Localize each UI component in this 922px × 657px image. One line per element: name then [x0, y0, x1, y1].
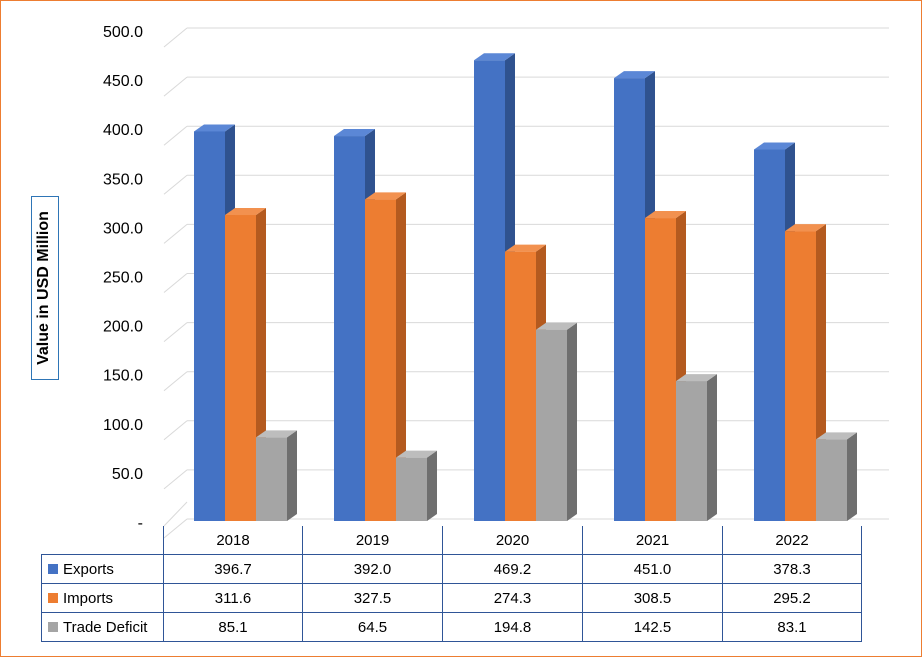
- data-label: 64.5: [302, 612, 443, 642]
- bar-top: [645, 211, 686, 219]
- bar-top: [194, 124, 235, 132]
- bar-top: [474, 53, 515, 61]
- bar-top: [676, 374, 717, 382]
- category-label: 2022: [722, 526, 862, 555]
- bar: [614, 78, 645, 522]
- category-label: 2020: [442, 526, 583, 555]
- data-label: 311.6: [163, 583, 303, 613]
- y-tick-label: 400.0: [103, 122, 143, 139]
- legend-swatch-imports: [48, 592, 58, 603]
- data-label: 451.0: [582, 554, 723, 584]
- legend-entry-imports: Imports: [41, 583, 164, 613]
- gridline-side: [163, 174, 188, 195]
- data-table-row-exports: Exports 396.7 392.0 469.2 451.0 378.3: [41, 554, 862, 584]
- category-label: 2019: [302, 526, 443, 555]
- gridline-side: [163, 273, 188, 293]
- y-tick-label: 350.0: [103, 171, 143, 188]
- bar: [396, 457, 427, 521]
- bar: [676, 381, 707, 521]
- gridline-side: [163, 371, 188, 392]
- data-table-row-trade-deficit: Trade Deficit 85.1 64.5 194.8 142.5 83.1: [41, 612, 862, 642]
- gridline-side: [163, 469, 188, 490]
- category-label: 2018: [163, 526, 303, 555]
- bar: [194, 131, 225, 521]
- data-label: 396.7: [163, 554, 303, 584]
- bar-top: [754, 142, 795, 150]
- bar-top: [614, 71, 655, 79]
- bar: [785, 231, 816, 522]
- bar-side: [567, 322, 577, 521]
- legend-entry-trade-deficit: Trade Deficit: [41, 612, 164, 642]
- y-tick-label: -: [138, 515, 143, 532]
- bar-top: [785, 224, 826, 232]
- y-axis-title: Value in USD Million: [35, 211, 52, 365]
- data-label: 85.1: [163, 612, 303, 642]
- bar: [256, 437, 287, 521]
- legend-label: Trade Deficit: [63, 618, 148, 636]
- bar-side: [847, 432, 857, 521]
- wall-edge: [163, 501, 188, 527]
- data-table-corner: [41, 526, 164, 555]
- bar-top: [396, 450, 437, 458]
- bar-side: [427, 450, 437, 521]
- gridline-side: [163, 125, 188, 146]
- bar: [365, 199, 396, 521]
- bar-top: [225, 208, 266, 216]
- y-tick-label: 250.0: [103, 270, 143, 287]
- data-label: 274.3: [442, 583, 583, 613]
- gridline-side: [163, 76, 188, 97]
- legend-swatch-trade-deficit: [48, 621, 58, 632]
- y-tick-label: 150.0: [103, 368, 143, 385]
- bar-top: [505, 244, 546, 252]
- data-label: 469.2: [442, 554, 583, 584]
- data-label: 142.5: [582, 612, 723, 642]
- gridline-side: [163, 224, 188, 244]
- data-label: 83.1: [722, 612, 862, 642]
- data-label: 295.2: [722, 583, 862, 613]
- bar-top: [365, 192, 406, 200]
- data-label: 378.3: [722, 554, 862, 584]
- data-label: 308.5: [582, 583, 723, 613]
- y-tick-label: 50.0: [112, 466, 143, 483]
- y-tick-label: 300.0: [103, 220, 143, 237]
- y-tick-label: 100.0: [103, 417, 143, 434]
- category-label: 2021: [582, 526, 723, 555]
- bar-side: [707, 374, 717, 521]
- gridline-side: [163, 322, 188, 342]
- y-tick-label: 200.0: [103, 319, 143, 336]
- legend-entry-exports: Exports: [41, 554, 164, 584]
- data-label: 327.5: [302, 583, 443, 613]
- bar-top: [334, 129, 375, 137]
- data-table-row-imports: Imports 311.6 327.5 274.3 308.5 295.2: [41, 583, 862, 613]
- bar-top: [816, 432, 857, 440]
- gridline-side: [163, 420, 188, 441]
- legend-swatch-exports: [48, 563, 58, 574]
- legend-label: Exports: [63, 560, 114, 578]
- y-tick-label: 450.0: [103, 73, 143, 90]
- bar-top: [256, 430, 297, 438]
- bar-side: [396, 192, 406, 521]
- bar: [505, 251, 536, 522]
- y-tick-label: 500.0: [103, 24, 143, 41]
- bar-top: [536, 322, 577, 330]
- bar-side: [287, 430, 297, 521]
- legend-label: Imports: [63, 589, 114, 607]
- y-axis-title-box: Value in USD Million: [31, 196, 59, 380]
- bar: [754, 149, 785, 521]
- bar: [536, 329, 567, 521]
- bar: [474, 60, 505, 521]
- data-label: 392.0: [302, 554, 443, 584]
- bar: [334, 136, 365, 521]
- data-table: 2018 2019 2020 2021 2022 Exports 396.7 3…: [41, 526, 862, 642]
- data-table-header-row: 2018 2019 2020 2021 2022: [41, 526, 862, 555]
- bar: [225, 215, 256, 522]
- data-label: 194.8: [442, 612, 583, 642]
- bar: [816, 439, 847, 521]
- bar: [645, 218, 676, 522]
- gridline-side: [163, 27, 188, 48]
